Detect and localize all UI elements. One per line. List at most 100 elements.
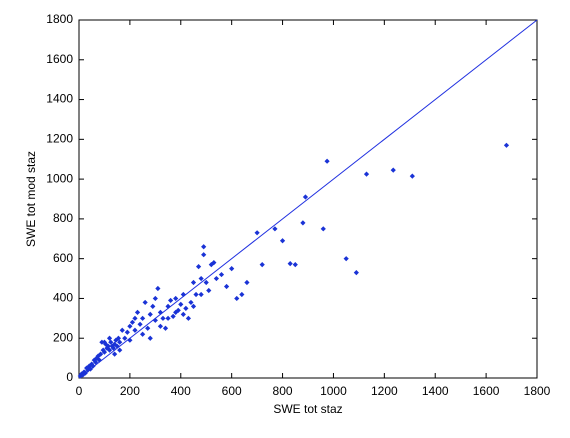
point — [100, 347, 106, 353]
point — [134, 309, 141, 315]
point — [409, 173, 415, 179]
point — [137, 321, 143, 327]
point — [132, 315, 138, 321]
point — [165, 315, 171, 321]
point — [300, 220, 306, 226]
point — [113, 337, 119, 343]
point — [132, 327, 138, 333]
x-tick-label: 1600 — [473, 384, 500, 398]
y-tick-label: 400 — [53, 291, 73, 305]
point — [353, 269, 359, 276]
point — [91, 357, 97, 363]
point — [145, 325, 151, 331]
point — [198, 275, 204, 282]
x-tick-label: 1800 — [524, 384, 551, 398]
point — [244, 279, 250, 286]
x-tick-label: 0 — [76, 384, 83, 398]
y-tick-label: 600 — [53, 251, 73, 265]
y-tick-label: 1200 — [46, 132, 73, 146]
point — [180, 291, 186, 298]
point — [363, 171, 370, 177]
x-tick-label: 800 — [273, 384, 293, 398]
point — [195, 264, 202, 270]
point — [152, 295, 158, 302]
point — [188, 299, 194, 306]
x-tick-label: 400 — [171, 384, 191, 398]
point — [101, 339, 108, 345]
point — [178, 301, 184, 308]
point — [208, 262, 214, 268]
point — [259, 262, 265, 268]
point — [82, 370, 88, 376]
point — [115, 335, 122, 341]
point — [324, 158, 330, 164]
point — [150, 303, 156, 309]
y-tick-label: 1400 — [46, 92, 73, 106]
x-tick-label: 1400 — [422, 384, 449, 398]
point — [279, 238, 286, 244]
point — [127, 337, 133, 343]
point — [140, 315, 146, 321]
point — [201, 244, 207, 250]
point — [170, 313, 176, 319]
point — [272, 226, 278, 232]
point — [206, 287, 212, 294]
point — [152, 317, 158, 323]
point — [175, 307, 181, 313]
point — [343, 256, 349, 262]
point — [190, 303, 197, 309]
point — [84, 365, 90, 371]
point — [223, 283, 230, 290]
point — [117, 339, 123, 345]
point — [106, 347, 113, 353]
y-tick-label: 1600 — [46, 52, 73, 66]
point — [90, 363, 96, 369]
point — [119, 327, 125, 333]
x-tick-label: 600 — [222, 384, 242, 398]
point — [213, 275, 219, 282]
point — [193, 291, 199, 298]
y-tick-label: 1800 — [46, 12, 73, 26]
point — [92, 359, 99, 365]
point — [211, 260, 217, 266]
point — [183, 305, 189, 311]
point — [390, 167, 396, 173]
point — [87, 366, 94, 372]
point — [106, 335, 113, 341]
point — [180, 311, 186, 317]
point — [114, 343, 120, 349]
point — [254, 230, 260, 236]
point — [124, 329, 130, 335]
x-tick-label: 1200 — [371, 384, 398, 398]
point — [229, 266, 235, 272]
point — [185, 315, 192, 321]
point — [94, 355, 100, 361]
point — [110, 345, 116, 351]
point — [147, 311, 153, 317]
point — [112, 341, 118, 347]
point — [234, 295, 240, 302]
point — [201, 252, 207, 258]
x-axis-label: SWE tot staz — [273, 402, 342, 416]
y-tick-label: 1000 — [46, 171, 73, 185]
point — [320, 226, 326, 232]
point — [302, 194, 309, 200]
point — [142, 299, 148, 306]
point — [108, 339, 114, 345]
point — [101, 349, 108, 355]
point — [173, 295, 179, 302]
point — [168, 297, 174, 304]
y-tick-label: 200 — [53, 330, 73, 344]
point — [95, 353, 101, 359]
point — [112, 351, 118, 357]
point — [162, 325, 169, 331]
point — [287, 261, 293, 267]
point — [218, 271, 225, 278]
point — [127, 323, 133, 329]
point — [157, 309, 164, 315]
point — [140, 331, 146, 337]
point — [147, 335, 153, 341]
point — [203, 279, 209, 286]
point — [173, 309, 179, 315]
